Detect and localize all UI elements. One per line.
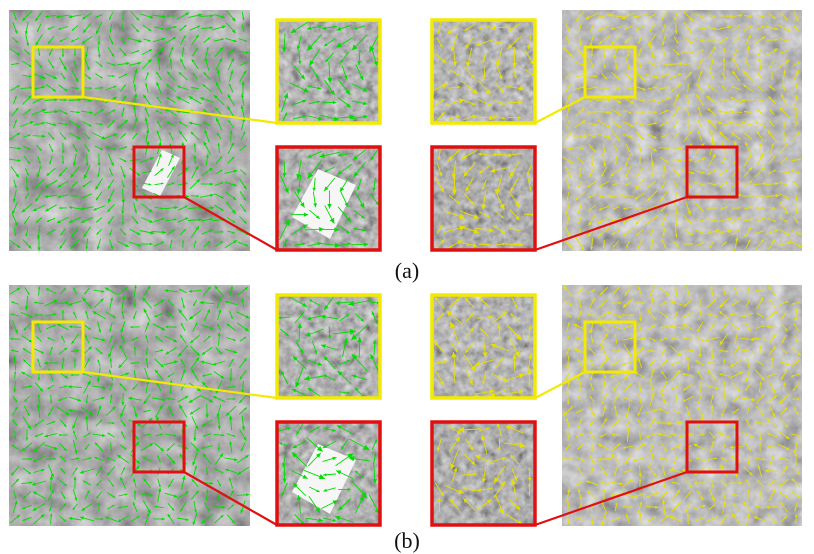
image-texture	[432, 147, 535, 250]
left-zoom-yellow-a	[277, 20, 380, 123]
right-zoom-yellow-a	[432, 20, 535, 123]
image-texture	[277, 295, 380, 398]
panel-label-a: (a)	[377, 258, 437, 284]
left-zoom-yellow-b	[277, 295, 380, 398]
image-texture	[432, 20, 535, 123]
right-zoom-red-a	[432, 147, 535, 250]
panel-label-b: (b)	[377, 528, 437, 554]
image-texture	[277, 20, 380, 123]
